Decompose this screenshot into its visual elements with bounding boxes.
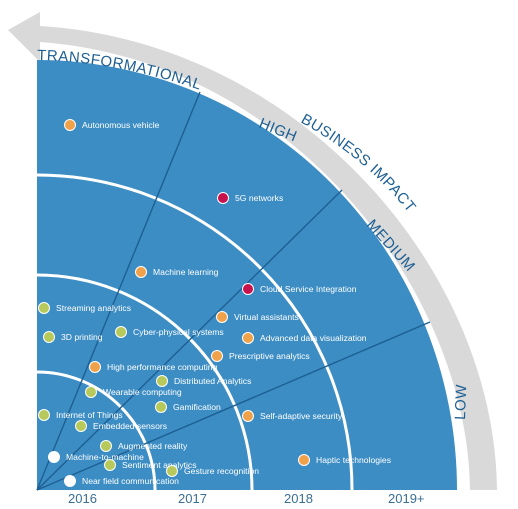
technology-dot <box>217 192 229 204</box>
technology-dot <box>242 332 254 344</box>
ring-2018 <box>36 173 354 491</box>
technology-dot <box>85 386 97 398</box>
ring-2017 <box>36 273 254 491</box>
year-label-2018: 2018 <box>284 491 313 506</box>
technology-dot <box>48 451 60 463</box>
technology-dot <box>115 326 127 338</box>
technology-label: Haptic technologies <box>316 455 391 465</box>
technology-label: Autonomous vehicle <box>82 120 160 130</box>
technology-dot <box>298 454 310 466</box>
technology-label: Gesture recognition <box>184 466 259 476</box>
technology-dot <box>64 475 76 487</box>
technology-item: Autonomous vehicle <box>64 119 160 131</box>
technology-dot <box>75 420 87 432</box>
technology-item: Wearable computing <box>85 386 182 398</box>
technology-dot <box>156 375 168 387</box>
technology-item: Virtual assistants <box>216 311 299 323</box>
technology-label: Streaming analytics <box>56 303 131 313</box>
technology-dot <box>104 459 116 471</box>
technology-item: Cloud Service Integration <box>242 283 357 295</box>
technology-item: Gamification <box>155 401 221 413</box>
technology-label: Cloud Service Integration <box>260 284 357 294</box>
technology-dot <box>38 409 50 421</box>
technology-item: Advanced data visualization <box>242 332 367 344</box>
technology-label: Machine-to-machine <box>66 452 144 462</box>
technology-dot <box>242 410 254 422</box>
technology-item: 3D printing <box>43 331 103 343</box>
technology-label: Gamification <box>173 402 221 412</box>
radar-quadrant <box>37 60 457 490</box>
technology-item: Self-adaptive security <box>242 410 343 422</box>
technology-item: Machine learning <box>135 266 219 278</box>
sector-line-low <box>36 321 431 491</box>
ring-2016 <box>36 370 157 491</box>
technology-item: Sentiment analytics <box>104 459 197 471</box>
technology-item: Cyber-physical systems <box>115 326 224 338</box>
technology-label: Machine learning <box>153 267 219 277</box>
technology-label: Embedded sensors <box>93 421 167 431</box>
technology-item: Machine-to-machine <box>48 451 144 463</box>
curved-arrow <box>8 12 497 490</box>
technology-label: Near field communication <box>82 476 179 486</box>
technology-label: High performance computing <box>107 362 218 372</box>
technology-item: Gesture recognition <box>166 465 259 477</box>
technology-dot <box>43 331 55 343</box>
technology-label: Wearable computing <box>103 387 182 397</box>
technology-label: Cyber-physical systems <box>133 327 224 337</box>
technology-dot <box>216 311 228 323</box>
technology-item: Distributed Analytics <box>156 375 251 387</box>
technology-item: 5G networks <box>217 192 283 204</box>
technology-label: Internet of Things <box>56 410 123 420</box>
impact-low: LOW <box>452 384 470 421</box>
technology-dot <box>242 283 254 295</box>
technology-dot <box>64 119 76 131</box>
sector-line-high <box>36 91 201 491</box>
technology-label: 3D printing <box>61 332 103 342</box>
technology-item: Embedded sensors <box>75 420 167 432</box>
technology-item: Prescriptive analytics <box>211 350 310 362</box>
technology-dot <box>211 350 223 362</box>
technology-item: High performance computing <box>89 361 218 373</box>
technology-item: Streaming analytics <box>38 302 131 314</box>
technology-dot <box>166 465 178 477</box>
sector-line-medium <box>36 189 343 491</box>
technology-label: 5G networks <box>235 193 283 203</box>
technology-points: Autonomous vehicle 5G networks Machine lea… <box>38 119 391 487</box>
technology-label: Self-adaptive security <box>260 411 343 421</box>
year-label-2016: 2016 <box>68 491 97 506</box>
technology-item: Internet of Things <box>38 409 123 421</box>
technology-label: Sentiment analytics <box>122 460 197 470</box>
technology-label: Virtual assistants <box>234 312 299 322</box>
technology-label: Augmented reality <box>118 441 188 451</box>
technology-label: Prescriptive analytics <box>229 351 310 361</box>
technology-item: Near field communication <box>64 475 179 487</box>
technology-dot <box>135 266 147 278</box>
technology-label: Advanced data visualization <box>260 333 367 343</box>
year-label-2019-plus: 2019+ <box>388 491 425 506</box>
technology-dot <box>38 302 50 314</box>
technology-item: Haptic technologies <box>298 454 391 466</box>
technology-dot <box>155 401 167 413</box>
technology-item: Augmented reality <box>100 440 188 452</box>
technology-dot <box>100 440 112 452</box>
technology-label: Distributed Analytics <box>174 376 251 386</box>
year-label-2017: 2017 <box>178 491 207 506</box>
technology-dot <box>89 361 101 373</box>
